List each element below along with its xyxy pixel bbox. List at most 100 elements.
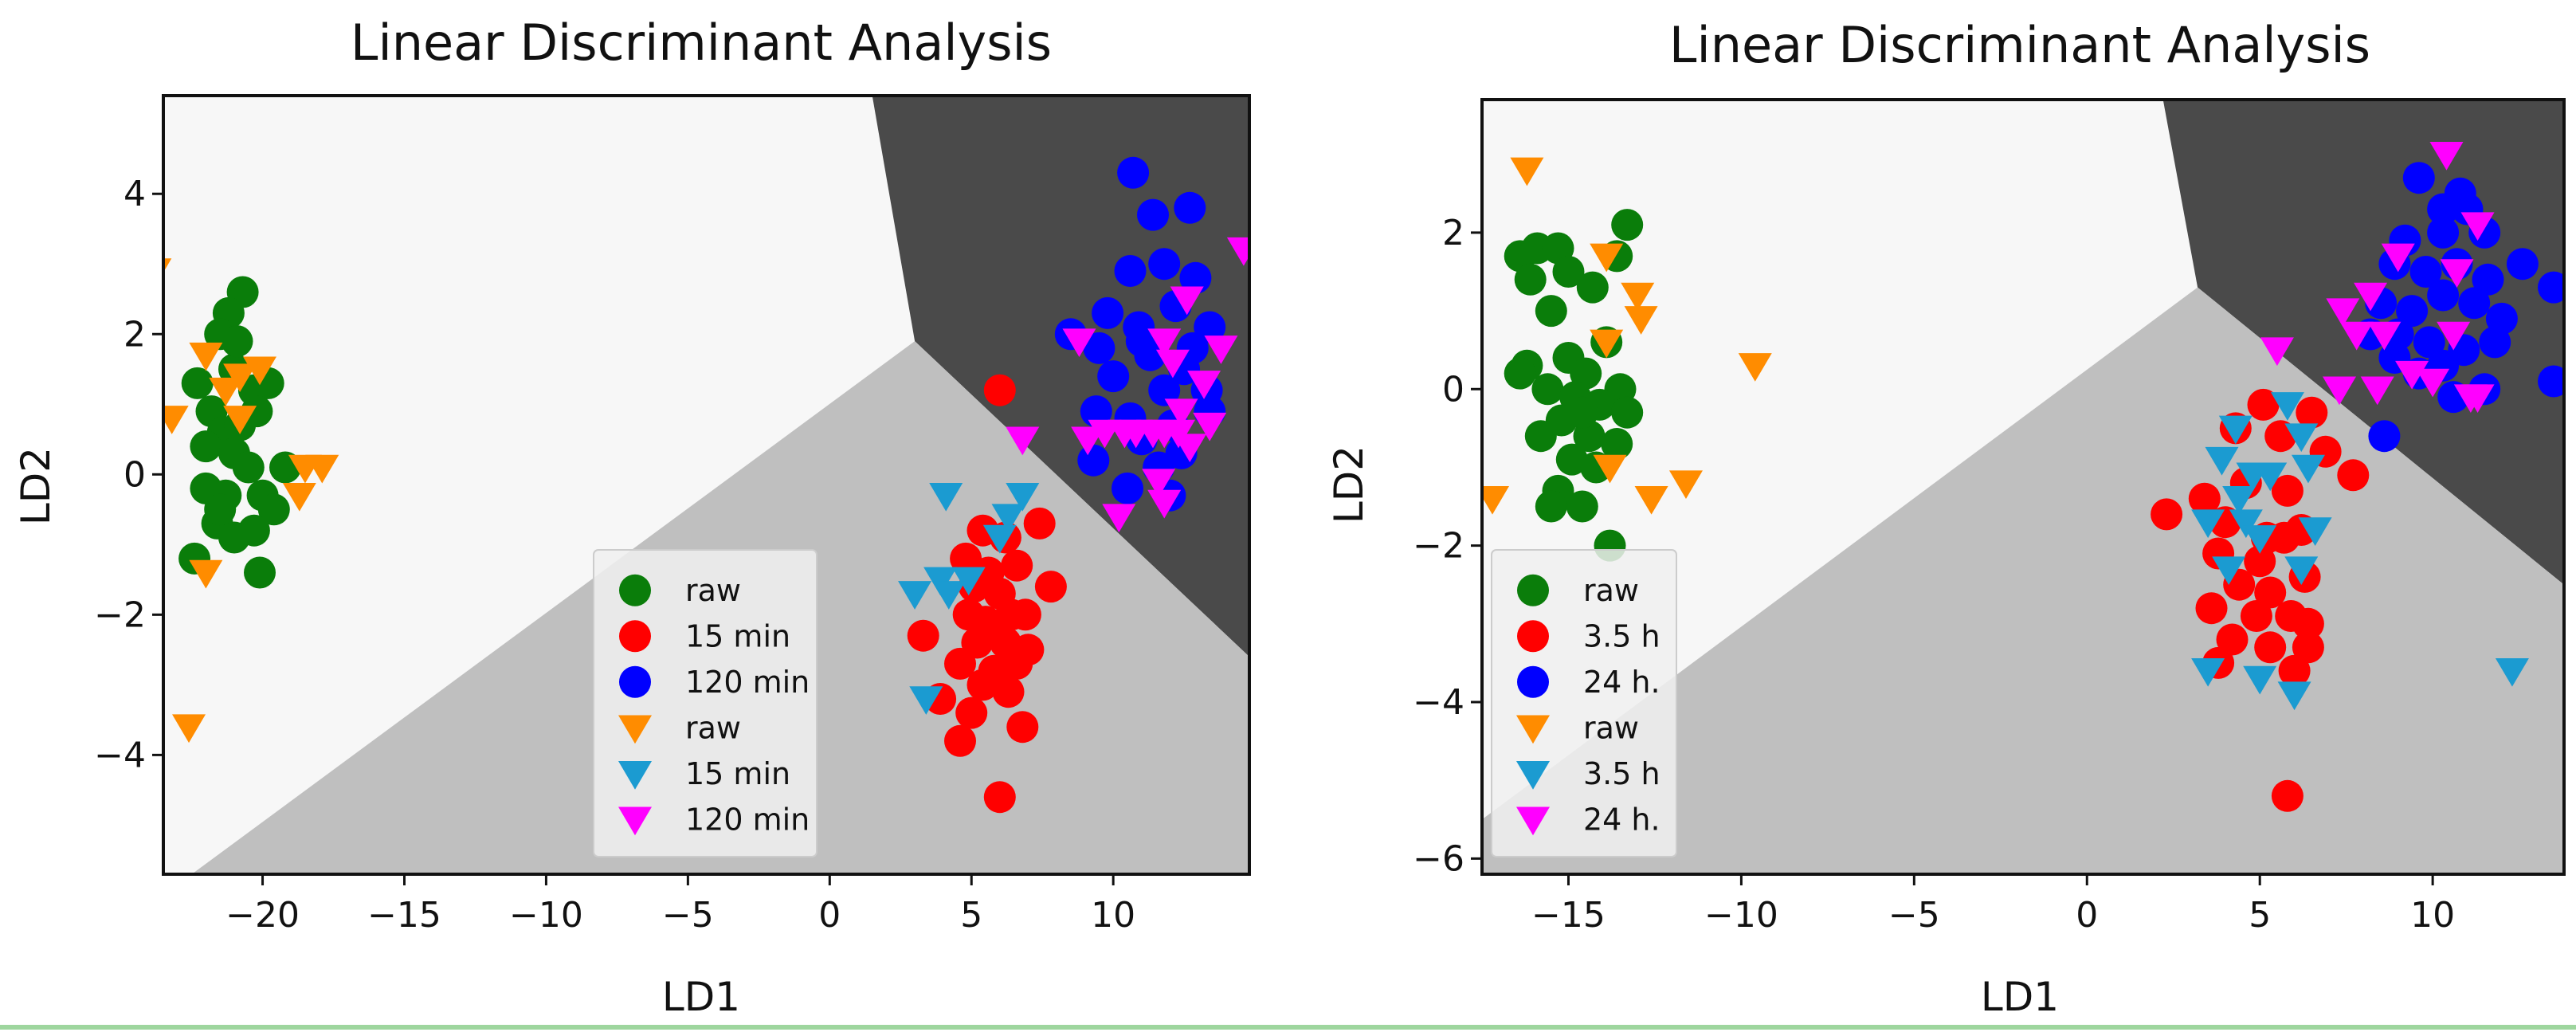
legend-marker-0-0 bbox=[619, 574, 651, 606]
point-1-4-3 bbox=[2205, 446, 2239, 476]
point-1-1-15 bbox=[2268, 521, 2300, 554]
y-tick-label-0-4: −4 bbox=[94, 735, 146, 775]
legend-marker-1-2 bbox=[1517, 665, 1549, 698]
point-1-0-18 bbox=[1611, 396, 1644, 429]
legend-marker-0-2 bbox=[619, 665, 651, 698]
point-1-4-12 bbox=[2212, 556, 2246, 586]
point-1-2-15 bbox=[2458, 287, 2491, 320]
right-x-axis-label: LD1 bbox=[1981, 974, 2059, 1020]
point-1-0-6 bbox=[1514, 263, 1547, 296]
point-0-1-25 bbox=[944, 724, 976, 757]
point-1-1-9 bbox=[2151, 498, 2183, 531]
point-1-1-25 bbox=[2292, 631, 2324, 664]
point-1-0-21 bbox=[1601, 428, 1633, 460]
y-tick-label-0-3: −2 bbox=[94, 594, 146, 635]
point-0-2-27 bbox=[1125, 325, 1158, 358]
point-0-2-14 bbox=[1097, 360, 1130, 393]
point-1-3-3 bbox=[1624, 306, 1658, 335]
legend-marker-0-5 bbox=[618, 806, 652, 836]
point-0-2-5 bbox=[1179, 261, 1212, 294]
point-1-0-5 bbox=[1552, 256, 1585, 288]
point-1-2-2 bbox=[2427, 193, 2460, 226]
point-1-5-12 bbox=[2416, 368, 2450, 398]
point-0-1-19 bbox=[1001, 647, 1033, 680]
point-1-3-5 bbox=[1738, 353, 1772, 382]
x-tick-label-1-2: −5 bbox=[1888, 895, 1940, 936]
point-1-4-16 bbox=[2277, 681, 2311, 711]
point-0-0-21 bbox=[237, 514, 270, 547]
point-0-5-5 bbox=[1155, 349, 1190, 379]
region-0-0 bbox=[163, 96, 916, 874]
x-tick-label-1-4: 5 bbox=[2249, 895, 2271, 936]
legend-label-1-0: raw bbox=[1583, 573, 1639, 608]
point-0-3-1 bbox=[189, 342, 223, 371]
left-chart-title: Linear Discriminant Analysis bbox=[351, 14, 1052, 72]
point-0-1-3 bbox=[1023, 507, 1056, 540]
point-0-2-15 bbox=[1148, 374, 1181, 406]
point-1-1-22 bbox=[2292, 607, 2324, 640]
y-tick-label-1-0: 2 bbox=[1442, 213, 1464, 253]
left-plot-frame bbox=[162, 94, 1251, 876]
point-0-1-27 bbox=[981, 612, 1014, 645]
point-1-1-19 bbox=[2195, 592, 2228, 625]
left-decision-regions bbox=[163, 96, 1249, 874]
point-1-2-22 bbox=[2479, 326, 2511, 359]
point-0-3-11 bbox=[172, 714, 206, 744]
x-tick-label-0-3: −5 bbox=[662, 895, 714, 936]
y-tick-label-1-3: −4 bbox=[1413, 682, 1464, 723]
legend-marker-0-3 bbox=[618, 715, 652, 744]
point-1-5-8 bbox=[2339, 321, 2374, 351]
point-0-2-2 bbox=[1174, 191, 1206, 224]
y-tick-label-0-1: 2 bbox=[124, 314, 146, 355]
point-1-2-13 bbox=[2396, 295, 2429, 328]
point-0-2-0 bbox=[1117, 156, 1150, 189]
point-0-5-15 bbox=[1193, 412, 1227, 441]
region-0-1 bbox=[872, 96, 1249, 657]
legend-marker-1-5 bbox=[1516, 806, 1550, 836]
point-1-0-27 bbox=[1535, 490, 1567, 523]
point-0-2-1 bbox=[1137, 198, 1169, 231]
point-1-1-1 bbox=[2296, 396, 2328, 429]
point-0-1-6 bbox=[1001, 549, 1033, 582]
point-0-5-17 bbox=[1142, 469, 1176, 498]
point-0-5-14 bbox=[1071, 426, 1105, 456]
point-1-4-0 bbox=[2270, 392, 2304, 421]
point-1-4-4 bbox=[2291, 454, 2325, 484]
point-1-1-8 bbox=[2271, 474, 2304, 507]
point-1-1-17 bbox=[2254, 576, 2287, 609]
point-1-1-24 bbox=[2254, 631, 2287, 664]
point-0-3-0 bbox=[163, 258, 172, 273]
point-1-2-10 bbox=[2472, 263, 2504, 296]
point-1-4-1 bbox=[2218, 415, 2253, 445]
point-1-2-11 bbox=[2506, 248, 2539, 281]
point-0-5-0 bbox=[1226, 237, 1249, 266]
point-1-1-28 bbox=[2271, 779, 2304, 812]
point-0-4-7 bbox=[931, 581, 966, 610]
legend-marker-1-0 bbox=[1517, 574, 1549, 606]
point-1-5-2 bbox=[2381, 243, 2415, 273]
point-1-2-5 bbox=[2427, 216, 2460, 249]
legend-label-0-2: 120 min bbox=[685, 665, 810, 700]
point-1-4-7 bbox=[2222, 485, 2256, 515]
point-0-1-4 bbox=[950, 542, 982, 575]
point-1-4-11 bbox=[2243, 525, 2277, 554]
point-1-1-0 bbox=[2247, 388, 2280, 421]
left-chart: Linear Discriminant Analysis −20 −15 −10 −5… bbox=[13, 14, 1251, 1020]
x-tick-label-0-2: −10 bbox=[509, 895, 583, 936]
legend-label-0-3: raw bbox=[685, 710, 741, 745]
left-x-axis-label: LD1 bbox=[662, 974, 740, 1020]
point-1-3-0 bbox=[1510, 157, 1544, 186]
point-1-5-7 bbox=[2437, 321, 2471, 351]
point-1-5-3 bbox=[2440, 259, 2474, 288]
point-0-0-3 bbox=[181, 367, 214, 399]
point-0-2-4 bbox=[1114, 255, 1147, 287]
legend-label-0-5: 120 min bbox=[685, 802, 810, 837]
point-1-5-6 bbox=[2367, 321, 2402, 351]
point-1-0-22 bbox=[1524, 420, 1557, 453]
point-0-1-9 bbox=[1034, 571, 1067, 603]
point-0-0-11 bbox=[241, 395, 273, 428]
point-0-5-16 bbox=[1173, 434, 1207, 463]
x-tick-label-1-3: 0 bbox=[2076, 895, 2098, 936]
x-tick-label-0-0: −20 bbox=[225, 895, 300, 936]
